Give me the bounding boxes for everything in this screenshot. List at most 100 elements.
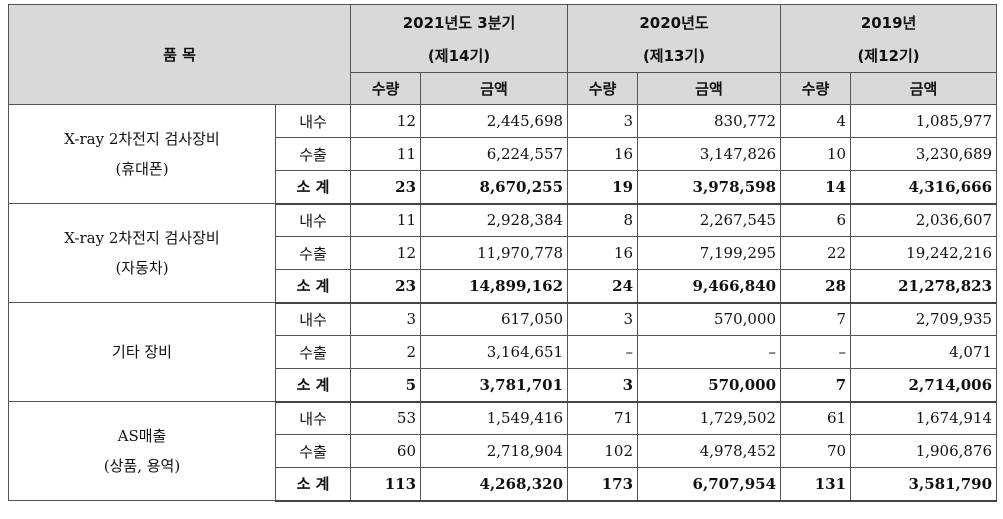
amount-cell: 2,718,904 bbox=[420, 434, 569, 468]
group-name-line2: (휴대폰) bbox=[115, 160, 169, 178]
amount-cell: 570,000 bbox=[637, 302, 782, 336]
header-amount: 금액 bbox=[850, 72, 998, 105]
sales-type: 수출 bbox=[274, 434, 352, 468]
header-amount: 금액 bbox=[420, 72, 569, 105]
qty-cell: 4 bbox=[780, 104, 852, 138]
qty-cell: 12 bbox=[350, 236, 422, 270]
table-row: X-ray 2차전지 검사장비 (휴대폰) 내수 12 2,445,698 3 830,77… bbox=[8, 104, 998, 204]
amount-cell: 2,709,935 bbox=[850, 302, 998, 336]
header-qty: 수량 bbox=[780, 72, 852, 105]
qty-cell: 19 bbox=[567, 170, 639, 205]
qty-cell: – bbox=[567, 335, 639, 369]
amount-cell: 3,230,689 bbox=[850, 137, 998, 171]
subtotal-label: 소 계 bbox=[274, 467, 352, 502]
amount-cell: 6,707,954 bbox=[637, 467, 782, 502]
header-period-2021-sub: (제14기) bbox=[350, 39, 569, 73]
amount-cell: 3,164,651 bbox=[420, 335, 569, 369]
header-period-2020-title: 2020년도 bbox=[567, 4, 782, 40]
group-name: AS매출 (상품, 용역) bbox=[8, 401, 276, 501]
qty-cell: 113 bbox=[350, 467, 422, 502]
table-row: 수출 2 3,164,651– – –4,071 bbox=[9, 335, 998, 369]
sales-type: 수출 bbox=[274, 335, 352, 369]
table-body: X-ray 2차전지 검사장비 (휴대폰) 내수 12 2,445,698 3 830,77… bbox=[8, 104, 998, 502]
amount-cell: 7,199,295 bbox=[637, 236, 782, 270]
qty-cell: 60 bbox=[350, 434, 422, 468]
qty-cell: 2 bbox=[350, 335, 422, 369]
header-period-2019-sub: (제12기) bbox=[780, 39, 998, 73]
amount-cell: 830,772 bbox=[637, 104, 782, 138]
table-row: AS매출 (상품, 용역) 내수 53 1,549,416 71 1,729,502 61 1,… bbox=[8, 401, 998, 501]
amount-cell: 14,899,162 bbox=[420, 269, 569, 304]
amount-cell: 1,906,876 bbox=[850, 434, 998, 468]
qty-cell: 61 bbox=[780, 401, 852, 435]
qty-cell: 10 bbox=[780, 137, 852, 171]
header-period-2020-sub: (제13기) bbox=[567, 39, 782, 73]
amount-cell: 1,085,977 bbox=[850, 104, 998, 138]
qty-cell: 11 bbox=[350, 137, 422, 171]
qty-cell: 3 bbox=[567, 302, 639, 336]
qty-cell: 3 bbox=[350, 302, 422, 336]
qty-cell: 16 bbox=[567, 236, 639, 270]
group-name-line2: (자동차) bbox=[115, 259, 169, 277]
amount-cell: 9,466,840 bbox=[637, 269, 782, 304]
subtotal-row: 소 계 5 3,781,701 3 570,000 7 2,714,006 bbox=[9, 368, 998, 403]
qty-cell: 14 bbox=[780, 170, 852, 205]
amount-cell: 1,729,502 bbox=[637, 401, 782, 435]
sales-table: 품 목 2021년도 3분기 2020년도 2019년 (제14기) (제13기… bbox=[7, 4, 998, 502]
qty-cell: 23 bbox=[350, 269, 422, 304]
qty-cell: 23 bbox=[350, 170, 422, 205]
amount-cell: 4,316,666 bbox=[850, 170, 998, 205]
amount-cell: 617,050 bbox=[420, 302, 569, 336]
amount-cell: 21,278,823 bbox=[850, 269, 998, 304]
header-item: 품 목 bbox=[7, 4, 352, 105]
table-header: 품 목 2021년도 3분기 2020년도 2019년 (제14기) (제13기… bbox=[7, 4, 998, 105]
qty-cell: 7 bbox=[780, 302, 852, 336]
amount-cell: 2,445,698 bbox=[420, 104, 569, 138]
amount-cell: 8,670,255 bbox=[420, 170, 569, 205]
header-qty: 수량 bbox=[567, 72, 639, 105]
subtotal-label: 소 계 bbox=[274, 368, 352, 403]
table-row: 수출 12 11,970,778 16 7,199,295 22 19,242,216 bbox=[9, 236, 998, 270]
qty-cell: 131 bbox=[780, 467, 852, 502]
qty-cell: 71 bbox=[567, 401, 639, 435]
subtotal-row: 소 계 113 4,268,320 173 6,707,954 131 3,581,790 bbox=[9, 467, 998, 502]
amount-cell: 3,147,826 bbox=[637, 137, 782, 171]
qty-cell: 22 bbox=[780, 236, 852, 270]
qty-cell: 70 bbox=[780, 434, 852, 468]
amount-cell: 4,071 bbox=[850, 335, 998, 369]
table-row: 수출 11 6,224,557 16 3,147,826 10 3,230,689 bbox=[9, 137, 998, 171]
qty-cell: 28 bbox=[780, 269, 852, 304]
group-name-line2: (상품, 용역) bbox=[103, 457, 181, 475]
amount-cell: 2,036,607 bbox=[850, 203, 998, 237]
amount-cell: 2,267,545 bbox=[637, 203, 782, 237]
amount-cell: 3,581,790 bbox=[850, 467, 998, 502]
sales-type: 내수 bbox=[274, 401, 352, 435]
group-name-line1: X-ray 2차전지 검사장비 bbox=[64, 130, 220, 148]
amount-cell: 3,978,598 bbox=[637, 170, 782, 205]
qty-cell: 102 bbox=[567, 434, 639, 468]
amount-cell: 3,781,701 bbox=[420, 368, 569, 403]
qty-cell: 12 bbox=[350, 104, 422, 138]
qty-cell: 11 bbox=[350, 203, 422, 237]
sales-type: 수출 bbox=[274, 137, 352, 171]
header-period-2019-title: 2019년 bbox=[780, 4, 998, 40]
subtotal-label: 소 계 bbox=[274, 269, 352, 304]
subtotal-row: 소 계 23 8,670,255 19 3,978,598 14 4,316,666 bbox=[9, 170, 998, 205]
group-name-line1: AS매출 bbox=[117, 427, 167, 445]
group-name-line1: X-ray 2차전지 검사장비 bbox=[64, 229, 220, 247]
sales-type: 내수 bbox=[274, 203, 352, 237]
qty-cell: 5 bbox=[350, 368, 422, 403]
amount-cell: 6,224,557 bbox=[420, 137, 569, 171]
table-row: 기타 장비 내수 3 617,050 3 570,000 7 2,709,935 bbox=[8, 302, 998, 402]
amount-cell: – bbox=[637, 335, 782, 369]
header-qty: 수량 bbox=[350, 72, 422, 105]
header-period-2021-title: 2021년도 3분기 bbox=[350, 4, 569, 40]
amount-cell: 570,000 bbox=[637, 368, 782, 403]
amount-cell: 2,928,384 bbox=[420, 203, 569, 237]
subtotal-row: 소 계 23 14,899,162 24 9,466,840 28 21,278,823 bbox=[9, 269, 998, 304]
header-amount: 금액 bbox=[637, 72, 782, 105]
amount-cell: 11,970,778 bbox=[420, 236, 569, 270]
amount-cell: 2,714,006 bbox=[850, 368, 998, 403]
qty-cell: 8 bbox=[567, 203, 639, 237]
qty-cell: 53 bbox=[350, 401, 422, 435]
